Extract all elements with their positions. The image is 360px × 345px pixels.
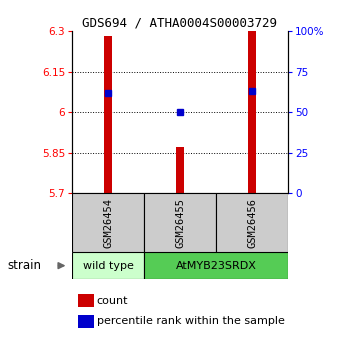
Text: percentile rank within the sample: percentile rank within the sample [96, 316, 284, 326]
Bar [78, 315, 94, 328]
Bar [144, 252, 288, 279]
Text: count: count [96, 296, 128, 306]
Bar [248, 31, 256, 193]
Title: GDS694 / ATHA0004S00003729: GDS694 / ATHA0004S00003729 [82, 17, 278, 30]
Text: wild type: wild type [82, 261, 134, 270]
Bar [176, 147, 184, 193]
Bar [78, 294, 94, 307]
Bar [72, 193, 144, 252]
Text: GSM26454: GSM26454 [103, 198, 113, 247]
Text: GSM26456: GSM26456 [247, 198, 257, 247]
Bar [216, 193, 288, 252]
Text: strain: strain [7, 259, 41, 272]
Bar [104, 37, 112, 193]
Bar [144, 193, 216, 252]
Text: GSM26455: GSM26455 [175, 198, 185, 247]
Text: AtMYB23SRDX: AtMYB23SRDX [176, 261, 256, 270]
Bar [72, 252, 144, 279]
